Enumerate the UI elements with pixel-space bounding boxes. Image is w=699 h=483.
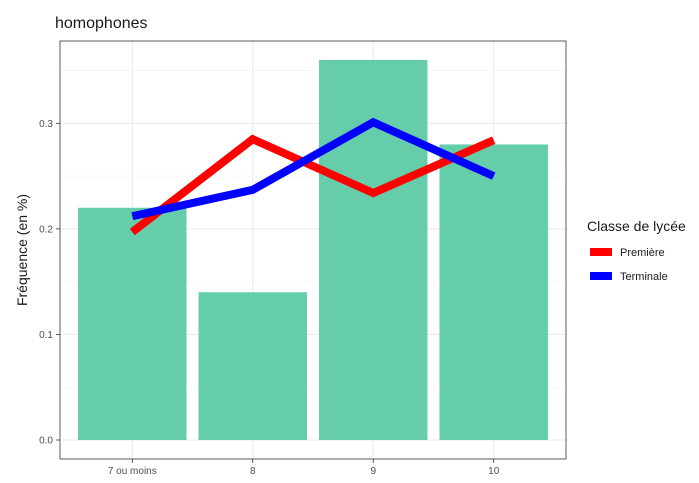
bar-8 [198,292,307,440]
x-tick-label: 7 ou moins [108,466,157,477]
legend: Classe de lycée Première Terminale [587,218,686,283]
legend-label: Première [620,247,665,259]
x-axis: 7 ou moins 8 9 10 [108,459,500,477]
bar-9 [319,60,428,440]
y-tick-label: 0.2 [39,224,53,235]
bar-10 [439,144,548,440]
lines [129,117,496,236]
y-tick-label: 0.1 [39,330,53,341]
y-tick-label: 0.0 [39,436,53,447]
chart-title: homophones [55,15,148,32]
y-tick-label: 0.3 [39,119,53,130]
y-axis-title: Fréquence (en %) [14,194,30,306]
x-tick-label: 9 [370,466,376,477]
x-tick-label: 8 [250,466,256,477]
line-series [129,134,496,236]
panel-border [59,40,567,460]
legend-title: Classe de lycée [587,218,686,234]
x-tick-label: 10 [488,466,500,477]
legend-label: Terminale [620,271,668,283]
line-series [131,117,496,221]
bar-7 ou moins [78,207,187,440]
y-axis: 0.0 0.1 0.2 0.3 [39,119,60,447]
bars [78,60,548,440]
